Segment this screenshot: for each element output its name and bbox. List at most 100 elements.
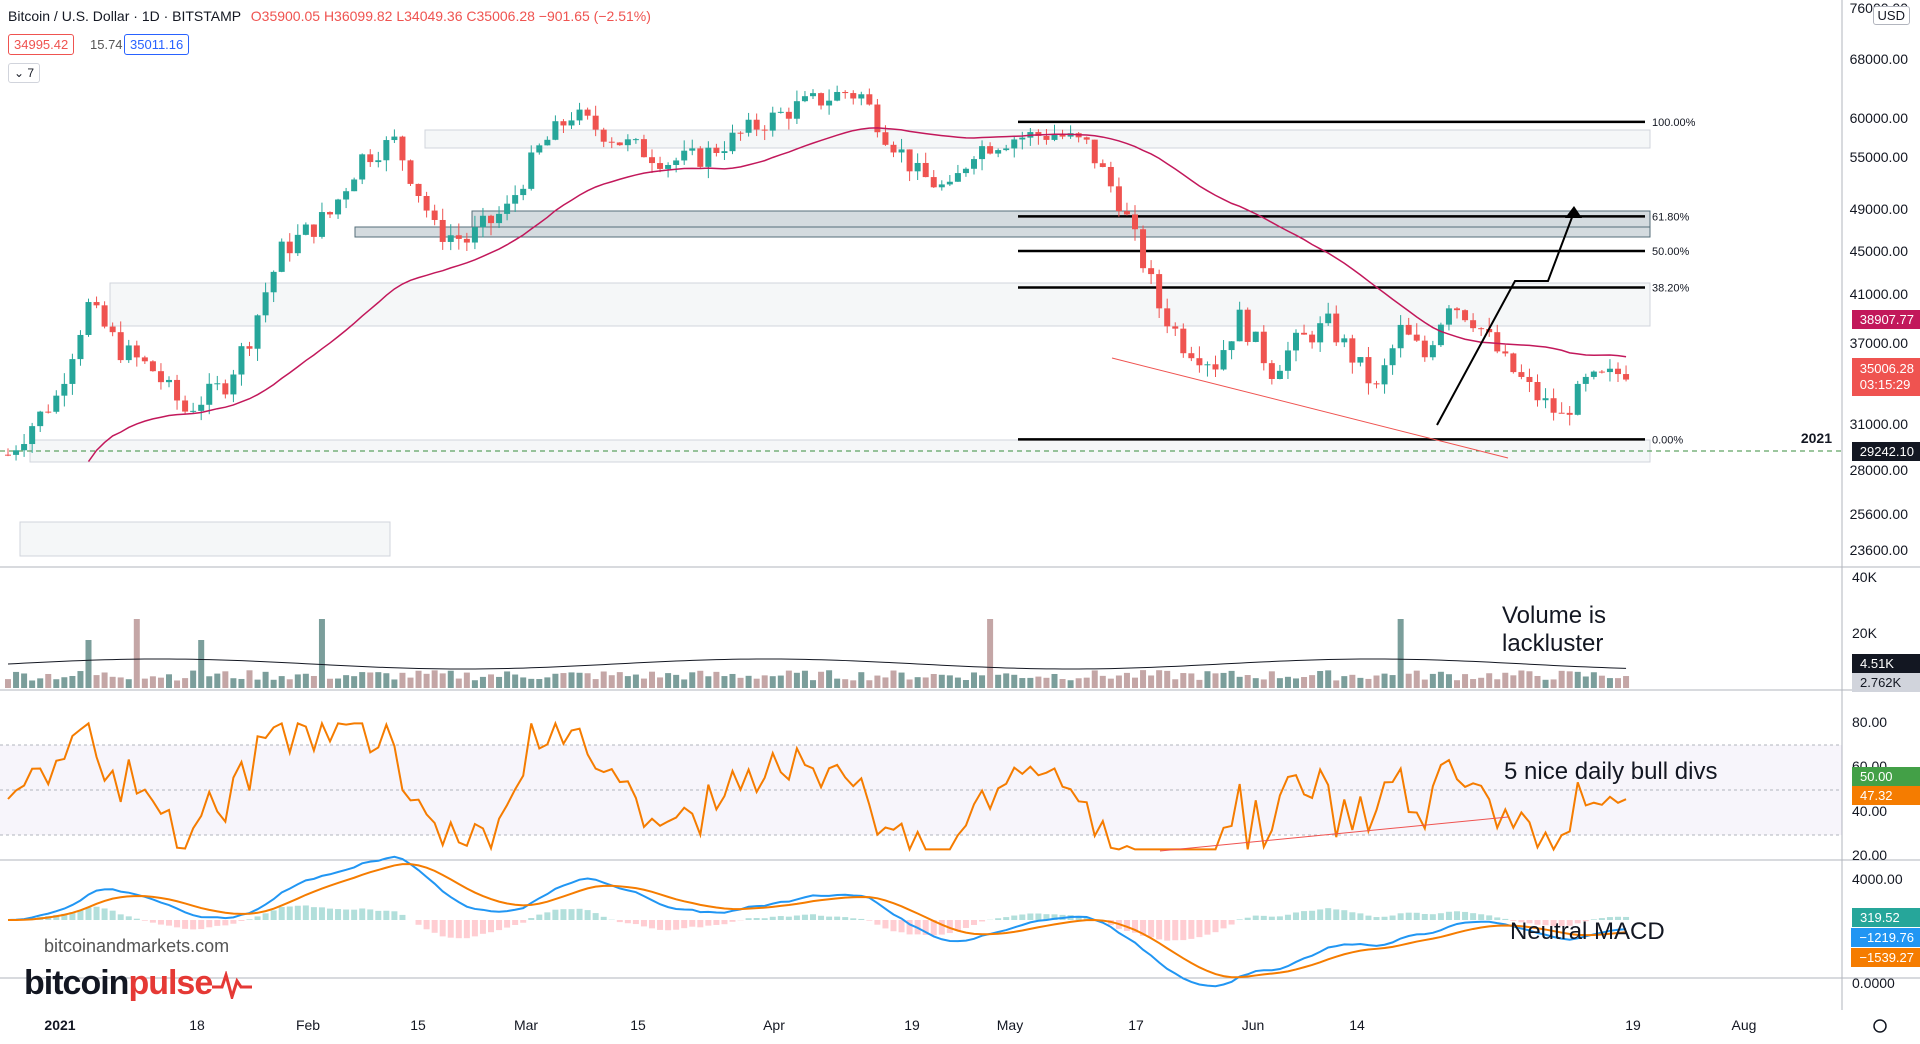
macd-hist-bar — [391, 911, 397, 920]
candle-body — [351, 179, 357, 191]
indicator-toggle[interactable]: ⌄ 7 — [8, 63, 40, 83]
ohlc-readout: O35900.05 H36099.82 L34049.36 C35006.28 … — [251, 8, 651, 24]
macd-hist-bar — [134, 919, 140, 920]
volume-bar — [1430, 674, 1436, 688]
volume-bar — [1518, 670, 1524, 688]
candle-body — [303, 225, 309, 235]
candle-body — [263, 292, 269, 315]
macd-hist-bar — [1196, 920, 1202, 937]
symbol-title[interactable]: Bitcoin / U.S. Dollar · 1D · BITSTAMP — [8, 8, 241, 24]
candle-body — [1196, 358, 1202, 365]
volume-bar — [1043, 678, 1049, 688]
candle-body — [391, 137, 397, 140]
candle-body — [915, 163, 921, 171]
candle-body — [287, 242, 293, 254]
macd-hist-bar — [399, 915, 405, 920]
candle-body — [609, 142, 615, 143]
volume-bar — [520, 677, 526, 688]
macd-hist-bar — [263, 913, 269, 920]
volume-bar — [1583, 676, 1589, 688]
volume-bar — [206, 676, 212, 688]
volume-bar — [45, 674, 51, 688]
macd-hist-bar — [158, 920, 164, 925]
macd-hist-bar — [633, 920, 639, 924]
candle-body — [520, 189, 526, 195]
volume-bar — [649, 672, 655, 688]
macd-hist-bar — [1333, 909, 1339, 920]
macd-hist-bar — [295, 906, 301, 920]
volume-bar — [1462, 674, 1468, 688]
volume-bar — [496, 677, 502, 688]
time-axis-label: 19 — [904, 1017, 920, 1033]
macd-hist-bar — [182, 920, 188, 929]
volume-bar — [263, 672, 269, 688]
macd-hist-bar — [874, 920, 880, 925]
volume-bar — [1615, 678, 1621, 688]
rsi-tick-label: 80.00 — [1852, 714, 1887, 730]
candle-body — [1164, 308, 1170, 326]
candle-body — [206, 384, 212, 405]
candle-body — [1156, 274, 1162, 308]
volume-bar — [633, 675, 639, 688]
candle-body — [359, 154, 365, 179]
candle-body — [1261, 332, 1267, 363]
candle-body — [625, 139, 631, 145]
resistance-zone — [355, 227, 1650, 237]
macd-hist-bar — [1261, 916, 1267, 920]
volume-bar — [665, 673, 671, 688]
volume-bar — [1454, 680, 1460, 688]
volume-bar — [1204, 671, 1210, 688]
volume-bar — [1374, 675, 1380, 688]
candle-body — [1591, 372, 1597, 377]
volume-bar — [440, 673, 446, 688]
macd-hist-bar — [617, 920, 623, 922]
macd-hist-bar — [198, 920, 204, 929]
logo-part-a: bitcoin — [24, 964, 128, 1002]
macd-hist-bar — [375, 911, 381, 920]
macd-hist-bar — [174, 920, 180, 927]
candle-body — [681, 151, 687, 161]
candle-body — [1438, 325, 1444, 345]
currency-badge[interactable]: USD — [1873, 6, 1910, 25]
candle-body — [1599, 372, 1605, 373]
volume-bar — [1551, 679, 1557, 688]
macd-hist-bar — [448, 920, 454, 938]
volume-bar — [86, 640, 92, 688]
macd-hist-bar — [1164, 920, 1170, 941]
macd-hist-bar — [826, 917, 832, 920]
fib-level-label: 61.80% — [1652, 211, 1690, 223]
macd-hist-bar — [214, 920, 220, 926]
macd-hist-bar — [1277, 916, 1283, 920]
macd-hist-bar — [1156, 920, 1162, 939]
candle-body — [1084, 137, 1090, 139]
volume-bar — [730, 674, 736, 688]
candle-body — [126, 345, 132, 360]
candle-body — [923, 163, 929, 177]
volume-bar — [746, 676, 752, 688]
macd-hist-bar — [464, 920, 470, 938]
macd-hist-bar — [794, 916, 800, 920]
volume-bar — [544, 677, 550, 688]
volume-bar — [367, 672, 373, 688]
volume-bar — [585, 673, 591, 688]
candle-body — [738, 133, 744, 134]
macd-tag: −1219.76 — [1851, 928, 1920, 947]
candle-body — [1446, 308, 1452, 324]
ask-price[interactable]: 35011.16 — [124, 34, 189, 55]
volume-bar — [61, 677, 67, 688]
candle-body — [1567, 413, 1573, 415]
candle-body — [1011, 139, 1017, 148]
candle-body — [375, 160, 381, 162]
candle-body — [1092, 140, 1098, 164]
bid-price[interactable]: 34995.42 — [8, 34, 74, 55]
candle-body — [907, 149, 913, 171]
volume-bar — [754, 679, 760, 688]
macd-hist-bar — [778, 916, 784, 920]
volume-bar — [126, 679, 132, 688]
volume-bar — [1027, 678, 1033, 688]
settings-icon — [1874, 1020, 1886, 1032]
candle-body — [1293, 333, 1299, 351]
candle-body — [1406, 325, 1412, 335]
candle-body — [1623, 374, 1629, 380]
